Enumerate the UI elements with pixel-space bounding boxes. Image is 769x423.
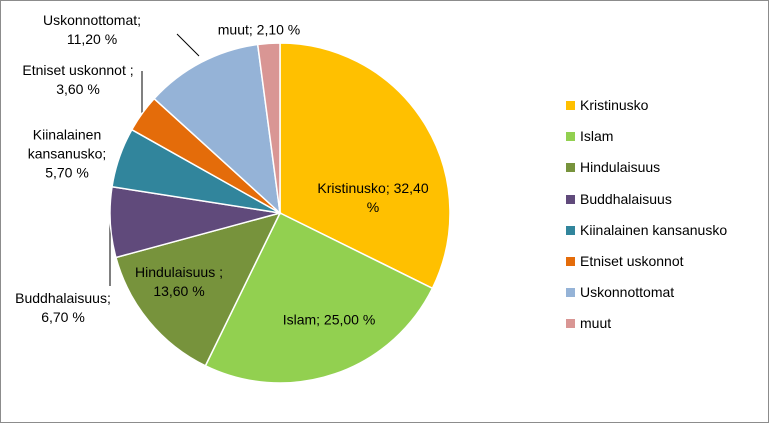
legend-label: Hindulaisuus [580, 159, 661, 176]
legend-swatch [566, 257, 575, 266]
legend-swatch [566, 225, 575, 235]
legend-swatch [566, 132, 575, 142]
legend-swatch [566, 288, 575, 298]
legend-label: Etniset uskonnot [580, 253, 684, 269]
leader-line [176, 33, 200, 57]
legend-label: Uskonnottomat [580, 284, 675, 301]
pie-slice [279, 42, 451, 290]
data-label: muut; 2,10 % [217, 21, 301, 38]
pie-slice [204, 211, 434, 384]
legend-swatch [566, 101, 575, 110]
data-label: Etniset uskonnot ; 3,60 % [22, 62, 134, 97]
data-label: Hindulaisuus ; 13,60 % [135, 264, 223, 299]
pie-slice [256, 42, 281, 214]
data-label: Islam; 25,00 % [282, 311, 376, 328]
data-label: Uskonnottomat; 11,20 % [42, 12, 142, 47]
data-label: Kiinalainen kansanusko; 5,70 % [27, 126, 107, 181]
legend-label: Islam [580, 128, 614, 145]
leader-lines [109, 33, 200, 286]
legend-swatch [566, 319, 575, 329]
pie-slice [114, 211, 282, 367]
data-label: Buddhalaisuus; 6,70 % [15, 290, 111, 325]
data-label: Kristinusko; 32,40 % [317, 180, 429, 215]
pie-slice [153, 43, 282, 215]
legend-label: Kiinalainen kansanusko [580, 221, 728, 238]
legend-label: muut [580, 315, 612, 332]
legend-label: Kristinusko [580, 97, 649, 113]
legend-label: Buddhalaisuus [580, 190, 672, 207]
legend-swatch [566, 194, 575, 204]
legend-swatch [566, 163, 575, 173]
